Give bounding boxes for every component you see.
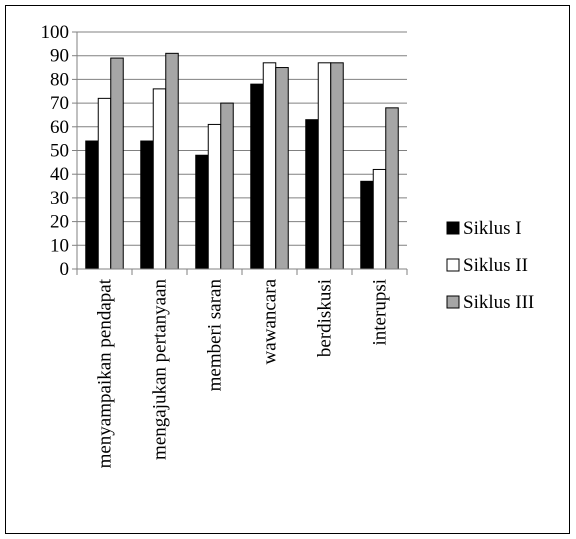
legend-swatch bbox=[446, 295, 460, 309]
axes bbox=[72, 31, 408, 275]
y-tick-label: 90 bbox=[50, 46, 69, 67]
x-category-label: mengajukan pertanyaan bbox=[150, 279, 171, 460]
bar-siklus-iii-2 bbox=[220, 102, 234, 270]
x-category-label: berdiskusi bbox=[315, 279, 336, 357]
x-category-label: memberi saran bbox=[205, 279, 226, 392]
x-category-label: interupsi bbox=[370, 279, 391, 346]
bar-siklus-ii-5 bbox=[372, 168, 387, 270]
y-tick-label: 30 bbox=[50, 188, 69, 209]
bar-siklus-iii-5 bbox=[385, 107, 399, 270]
y-tick-label: 20 bbox=[50, 212, 69, 233]
legend-label: Siklus II bbox=[463, 255, 528, 276]
x-category-labels: menyampaikan pendapat mengajukan pertanya… bbox=[95, 278, 391, 468]
x-category-label: menyampaikan pendapat bbox=[95, 278, 116, 468]
bar-siklus-i-4 bbox=[305, 119, 319, 270]
bar-siklus-i-2 bbox=[195, 154, 209, 270]
y-tick-label: 10 bbox=[50, 235, 69, 256]
bar-siklus-ii-2 bbox=[207, 123, 222, 270]
legend-label: Siklus III bbox=[463, 292, 534, 313]
y-tick-label: 70 bbox=[50, 93, 69, 114]
y-tick-label: 40 bbox=[50, 164, 69, 185]
y-tick-label: 80 bbox=[50, 69, 69, 90]
bar-siklus-iii-1 bbox=[165, 52, 179, 270]
bar-siklus-i-5 bbox=[360, 180, 374, 270]
x-category-label: wawancara bbox=[260, 278, 281, 364]
y-tick-label: 60 bbox=[50, 117, 69, 138]
bar-siklus-iii-3 bbox=[275, 67, 289, 270]
y-tick-label: 50 bbox=[50, 141, 69, 162]
bar-siklus-iii-0 bbox=[110, 57, 124, 270]
bar-siklus-ii-3 bbox=[262, 62, 277, 270]
y-tick-label: 100 bbox=[41, 22, 70, 43]
bar-siklus-ii-1 bbox=[152, 88, 167, 270]
bar-siklus-i-1 bbox=[140, 140, 154, 270]
legend-label: Siklus I bbox=[463, 218, 522, 239]
legend-swatch bbox=[446, 258, 460, 272]
bar-siklus-i-3 bbox=[250, 83, 264, 270]
bar-siklus-ii-4 bbox=[317, 62, 332, 270]
y-tick-label: 0 bbox=[60, 259, 70, 280]
bar-siklus-iii-4 bbox=[330, 62, 344, 270]
legend-swatch bbox=[446, 221, 460, 235]
bar-siklus-ii-0 bbox=[97, 97, 112, 270]
bar-siklus-i-0 bbox=[85, 140, 99, 270]
bars bbox=[85, 52, 399, 270]
gridlines bbox=[77, 31, 407, 246]
legend: Siklus I Siklus II Siklus III bbox=[446, 218, 534, 313]
